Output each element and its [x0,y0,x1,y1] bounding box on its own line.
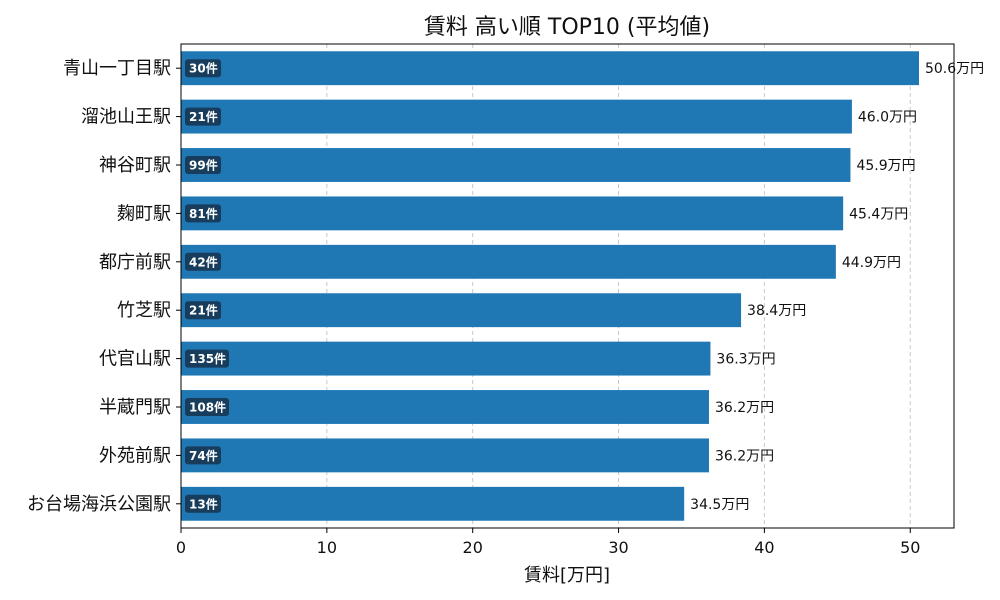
x-tick-label: 30 [608,538,628,557]
count-label: 135件 [189,351,226,366]
bar [181,438,709,473]
value-label: 45.9万円 [856,158,915,174]
value-label: 36.2万円 [715,448,774,464]
bar-row: 外苑前駅 74件 36.2万円 [99,438,774,473]
bar [181,390,709,424]
bar [181,341,711,376]
x-tick-label: 40 [754,538,774,557]
value-label: 44.9万円 [842,255,901,271]
category-label: 青山一丁目駅 [63,58,171,79]
x-axis-ticks: 0 10 20 30 40 50 [176,528,920,557]
value-label: 36.3万円 [716,352,775,368]
bar-row: 代官山駅 135件 36.3万円 [99,341,776,376]
bar [181,148,851,182]
value-label: 36.2万円 [715,400,774,416]
bar-row: 半蔵門駅 108件 36.2万円 [99,390,774,424]
x-tick-label: 20 [463,538,483,557]
count-badge [185,349,229,368]
category-label: 外苑前駅 [99,445,171,466]
count-badge [185,398,229,416]
count-label: 42件 [189,254,218,269]
count-badge [185,204,221,223]
count-label: 108件 [189,400,226,415]
count-label: 21件 [189,109,218,124]
value-label: 46.0万円 [858,110,917,126]
count-label: 21件 [189,303,218,318]
bar-row: 溜池山王駅 21件 46.0万円 [81,99,917,134]
value-label: 45.4万円 [849,206,908,222]
bar [181,244,836,279]
count-label: 81件 [189,206,218,221]
count-badge [185,156,221,174]
bar-row: 青山一丁目駅 30件 50.6万円 [63,51,984,86]
bar [181,486,685,521]
bar [181,51,919,86]
count-badge [185,301,221,320]
category-label: お台場海浜公園駅 [27,494,171,515]
count-label: 74件 [189,448,218,463]
value-label: 38.4万円 [747,303,806,319]
chart-title: 賃料 高い順 TOP10 (平均値) [424,15,710,40]
bar [181,99,852,134]
bar-row: 都庁前駅 42件 44.9万円 [99,244,901,279]
count-badge [185,59,221,78]
count-badge [185,494,221,513]
x-tick-label: 50 [900,538,920,557]
count-label: 99件 [189,158,218,173]
value-label: 50.6万円 [925,61,984,77]
bar-row: 神谷町駅 99件 45.9万円 [99,148,916,182]
category-label: 神谷町駅 [99,155,171,176]
count-label: 13件 [189,496,218,511]
bar-row: 竹芝駅 21件 38.4万円 [117,293,806,328]
x-tick-label: 10 [317,538,337,557]
bar-row: 麹町駅 81件 45.4万円 [117,196,908,231]
bar [181,293,742,328]
category-label: 麹町駅 [117,203,171,224]
count-badge [185,252,221,271]
value-label: 34.5万円 [690,497,749,513]
bar [181,196,844,231]
category-label: 竹芝駅 [117,300,171,321]
category-label: 代官山駅 [99,349,171,370]
category-label: 都庁前駅 [99,252,171,273]
count-badge [185,446,221,465]
category-label: 半蔵門駅 [99,397,171,418]
count-badge [185,107,221,126]
count-label: 30件 [189,61,218,76]
category-label: 溜池山王駅 [81,107,171,128]
plot-frame [180,43,955,529]
x-tick-label: 0 [176,538,186,557]
x-axis-label: 賃料[万円] [524,565,610,586]
bar-row: お台場海浜公園駅 13件 34.5万円 [27,486,749,521]
